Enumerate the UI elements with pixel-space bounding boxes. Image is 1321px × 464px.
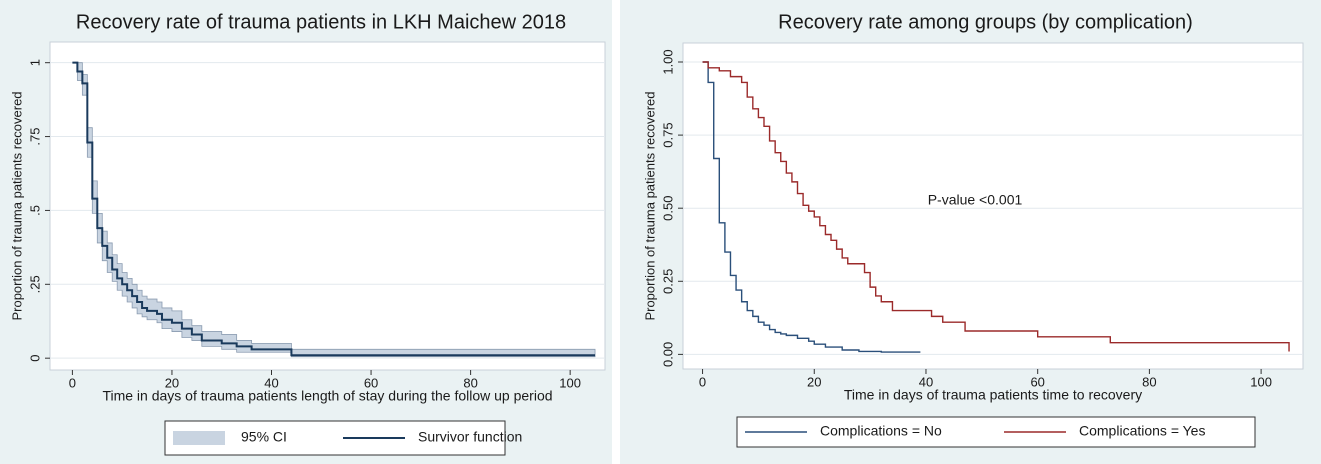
plot-area [49, 41, 606, 371]
y-tick-label: 1 [27, 59, 42, 66]
survival-line [702, 61, 1290, 352]
x-tick-label: 0 [699, 374, 706, 389]
y-axis-label: Proportion of trauma patients recovered [642, 91, 657, 320]
survival-line [702, 61, 921, 353]
plot-area [682, 42, 1304, 370]
x-tick-label: 100 [1250, 374, 1272, 389]
x-tick-label: 100 [559, 375, 581, 390]
y-tick-label: 1.00 [660, 49, 675, 74]
x-tick-label: 0 [69, 375, 76, 390]
legend-label: Complications = Yes [1079, 423, 1205, 439]
x-tick-label: 40 [919, 374, 933, 389]
survival-line [72, 61, 596, 357]
legend-label: 95% CI [241, 429, 287, 445]
y-tick-label: .5 [27, 205, 42, 216]
legend-label: Complications = No [820, 423, 942, 439]
chart-title: Recovery rate of trauma patients in LKH … [76, 11, 566, 33]
annotation: P-value <0.001 [928, 192, 1023, 208]
y-tick-label: .75 [27, 128, 42, 146]
legend-swatch [173, 431, 225, 445]
x-tick-label: 80 [463, 375, 477, 390]
x-tick-label: 80 [1142, 374, 1156, 389]
y-tick-label: 0.50 [660, 196, 675, 221]
x-tick-label: 20 [807, 374, 821, 389]
x-tick-label: 60 [364, 375, 378, 390]
x-tick-label: 20 [165, 375, 179, 390]
x-axis-label: Time in days of trauma patients time to … [844, 387, 1142, 403]
x-tick-label: 60 [1030, 374, 1044, 389]
x-axis-label: Time in days of trauma patients length o… [102, 388, 552, 404]
ci-band [72, 62, 596, 358]
y-tick-label: 0.75 [660, 122, 675, 147]
legend-label: Survivor function [418, 429, 522, 445]
x-tick-label: 40 [264, 375, 278, 390]
y-tick-label: 0 [27, 355, 42, 362]
chart-title: Recovery rate among groups (by complicat… [778, 11, 1193, 33]
legend-box [736, 416, 1256, 448]
y-tick-label: 0.00 [660, 342, 675, 367]
y-tick-label: 0.25 [660, 269, 675, 294]
y-axis-label: Proportion of trauma patients recovered [9, 91, 24, 320]
y-tick-label: .25 [27, 275, 42, 293]
